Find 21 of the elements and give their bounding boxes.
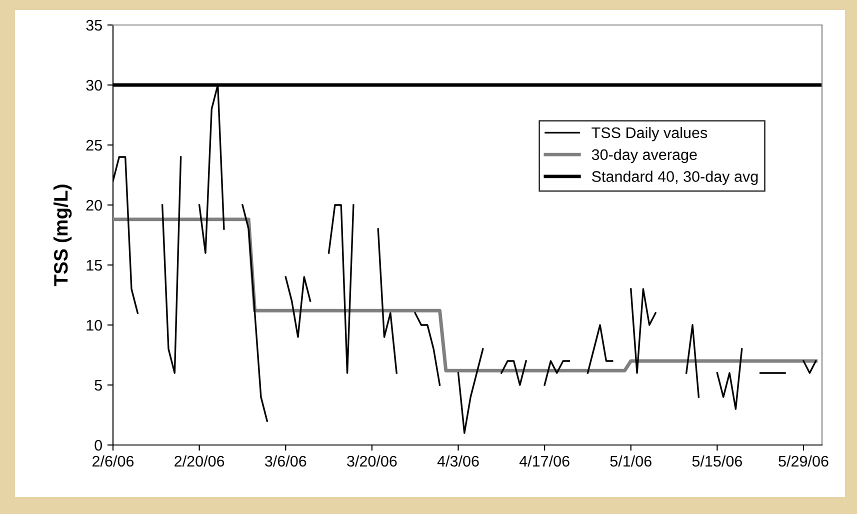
- y-tick-label: 0: [94, 440, 102, 451]
- x-tick-label: 3/20/06: [347, 455, 397, 467]
- x-tick-label: 5/15/06: [692, 455, 742, 467]
- x-tick-label: 5/1/06: [610, 455, 652, 467]
- legend-label: 30-day average: [592, 148, 697, 164]
- y-tick-label: 5: [94, 380, 102, 391]
- x-tick-label: 2/6/06: [92, 455, 134, 467]
- y-tick-label: 25: [86, 140, 102, 151]
- y-tick-label: 35: [86, 20, 102, 31]
- legend-label: TSS Daily values: [592, 126, 708, 142]
- x-tick-label: 3/6/06: [264, 455, 306, 467]
- y-axis-title: TSS (mg/L): [53, 184, 72, 286]
- x-tick-label: 4/3/06: [437, 455, 479, 467]
- y-tick-label: 20: [86, 200, 102, 211]
- x-tick-label: 2/20/06: [174, 455, 224, 467]
- x-tick-label: 5/29/06: [778, 455, 828, 467]
- legend-label: Standard 40, 30-day avg: [592, 170, 758, 185]
- y-tick-label: 15: [86, 260, 102, 271]
- x-tick-label: 4/17/06: [519, 455, 570, 467]
- y-tick-label: 30: [86, 80, 102, 91]
- y-tick-label: 10: [86, 320, 102, 331]
